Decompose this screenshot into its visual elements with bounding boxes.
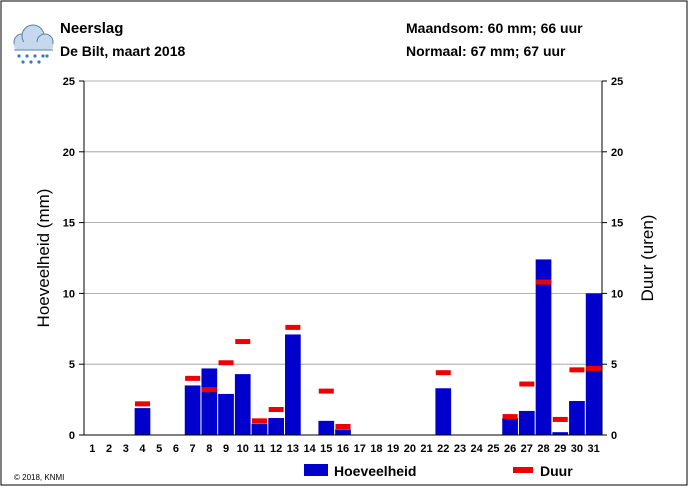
x-tick-label: 15	[320, 443, 332, 455]
x-tick-label: 17	[354, 443, 366, 455]
legend-label-duur: Duur	[540, 463, 573, 479]
marker-duur	[502, 414, 518, 420]
y-tick-label-left: 10	[63, 288, 75, 300]
x-tick-label: 9	[223, 443, 229, 455]
x-tick-label: 25	[487, 443, 499, 455]
x-tick-label: 4	[139, 443, 146, 455]
x-tick-label: 21	[420, 443, 432, 455]
marker-duur	[285, 324, 301, 330]
y-tick-label-right: 5	[611, 359, 617, 371]
normal-text: Normaal: 67 mm; 67 uur	[406, 43, 566, 59]
marker-duur	[552, 416, 568, 422]
y-tick-label-right: 20	[611, 147, 623, 159]
duration-markers-layer	[134, 279, 602, 430]
x-tick-label: 19	[387, 443, 399, 455]
x-tick-label: 2	[106, 443, 112, 455]
month-sum-text: Maandsom: 60 mm; 66 uur	[406, 20, 583, 36]
bar-hoeveelheid	[535, 259, 552, 435]
y-tick-label-left: 5	[69, 359, 75, 371]
x-tick-label: 22	[437, 443, 449, 455]
x-tick-label: 12	[270, 443, 282, 455]
y-tick-label-right: 25	[611, 76, 623, 88]
bar-hoeveelheid	[218, 393, 234, 435]
marker-duur	[201, 387, 217, 393]
marker-duur	[251, 418, 267, 424]
marker-duur	[435, 370, 451, 376]
legend-label-hoeveelheid: Hoeveelheid	[334, 463, 416, 479]
grid-layer	[84, 80, 602, 365]
y-tick-label-left: 0	[69, 430, 75, 442]
x-tick-label: 30	[571, 443, 583, 455]
bar-hoeveelheid	[251, 423, 268, 435]
marker-duur	[519, 381, 535, 387]
x-tick-label: 7	[190, 443, 196, 455]
bar-hoeveelheid	[184, 385, 201, 435]
x-tick-label: 26	[504, 443, 516, 455]
bar-hoeveelheid	[518, 410, 535, 435]
legend-swatch-duur	[513, 467, 533, 473]
marker-duur	[134, 401, 150, 407]
bar-hoeveelheid	[585, 293, 602, 435]
axes-layer	[83, 81, 603, 436]
bars-layer	[134, 259, 602, 435]
x-tick-label: 8	[206, 443, 212, 455]
x-tick-label: 11	[254, 443, 266, 455]
marker-duur	[218, 360, 234, 366]
marker-duur	[569, 367, 585, 373]
bar-hoeveelheid	[318, 420, 335, 435]
marker-duur	[586, 365, 602, 371]
y-tick-label-left: 15	[63, 218, 75, 230]
y-tick-label-left: 20	[63, 147, 75, 159]
chart-subtitle: De Bilt, maart 2018	[60, 43, 185, 59]
y-tick-label-right: 0	[611, 430, 617, 442]
legend-swatch-hoeveelheid	[304, 464, 328, 476]
legend: Hoeveelheid Duur	[304, 463, 573, 479]
x-tick-label: 20	[404, 443, 416, 455]
bar-hoeveelheid	[569, 401, 585, 435]
x-tick-label: 5	[156, 443, 162, 455]
x-tick-label: 31	[588, 443, 600, 455]
bar-hoeveelheid	[234, 374, 251, 435]
bar-hoeveelheid	[552, 432, 569, 435]
x-tick-label: 24	[471, 443, 484, 455]
chart-title: Neerslag	[60, 20, 123, 37]
bar-hoeveelheid	[335, 429, 351, 435]
x-tick-label: 27	[521, 443, 533, 455]
bar-hoeveelheid	[268, 418, 285, 435]
bar-hoeveelheid	[285, 334, 301, 435]
x-tick-label: 14	[303, 443, 316, 455]
y-axis-right-label: Duur (uren)	[638, 215, 657, 302]
x-tick-label: 23	[454, 443, 466, 455]
x-tick-label: 3	[123, 443, 129, 455]
x-tick-label: 6	[173, 443, 179, 455]
bar-hoeveelheid	[134, 408, 151, 435]
x-tick-label: 16	[337, 443, 349, 455]
x-tick-label: 28	[537, 443, 549, 455]
marker-duur	[268, 407, 284, 413]
bar-hoeveelheid	[502, 418, 518, 435]
copyright-text: © 2018, KNMI	[14, 473, 64, 482]
rain-cloud-icon	[13, 24, 54, 64]
y-tick-label-right: 15	[611, 218, 623, 230]
bar-hoeveelheid	[201, 368, 218, 435]
marker-duur	[536, 279, 552, 285]
x-tick-label: 10	[237, 443, 249, 455]
marker-duur	[318, 388, 334, 394]
marker-duur	[235, 339, 251, 345]
x-tick-label: 13	[287, 443, 299, 455]
marker-duur	[185, 375, 201, 381]
y-tick-label-left: 25	[63, 76, 75, 88]
x-tick-label: 29	[554, 443, 566, 455]
marker-duur	[335, 424, 351, 430]
x-tick-label: 1	[89, 443, 95, 455]
bar-hoeveelheid	[435, 388, 452, 435]
x-tick-label: 18	[370, 443, 382, 455]
y-tick-label-right: 10	[611, 288, 623, 300]
y-axis-left-label: Hoeveelheid (mm)	[34, 189, 53, 328]
